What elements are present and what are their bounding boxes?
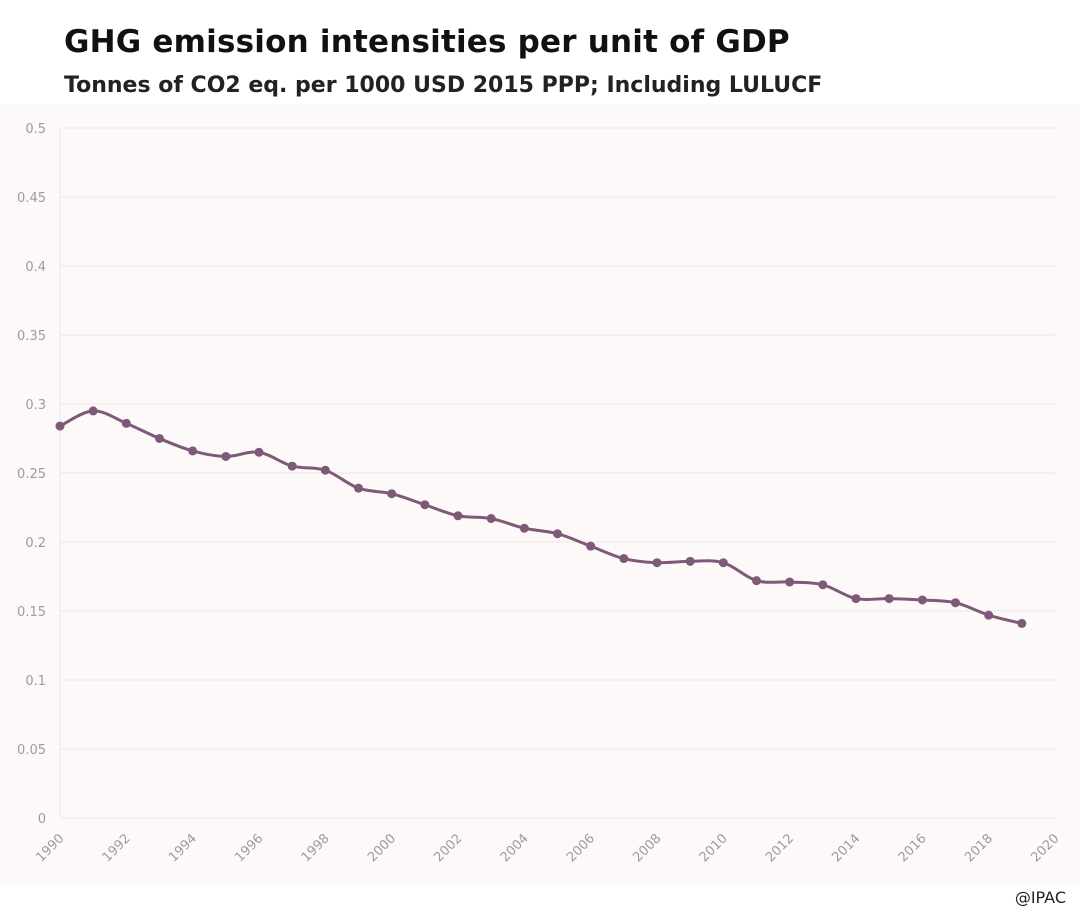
data-point-2019	[1017, 618, 1027, 628]
data-point-1994	[188, 446, 198, 456]
chart-subtitle: Tonnes of CO2 eq. per 1000 USD 2015 PPP;…	[64, 73, 823, 98]
x-tick-label: 2016	[896, 831, 930, 865]
data-point-1998	[320, 465, 330, 475]
x-tick-label: 2002	[431, 831, 465, 865]
series-layer	[55, 406, 1027, 628]
x-axis-ticks: 1990 1992 1994 1996 1998 2000 2002 2004 2006 2008…	[33, 831, 1062, 865]
data-point-1993	[155, 434, 164, 443]
y-tick-label: 0.35	[17, 329, 46, 344]
grid-lines	[59, 127, 1055, 819]
y-tick-label: 0.1	[25, 674, 46, 689]
data-point-2008	[652, 558, 662, 568]
data-point-2010	[718, 558, 728, 568]
data-point-2000	[387, 489, 397, 499]
x-tick-label: 2004	[498, 831, 532, 865]
data-point-2012	[785, 577, 795, 587]
data-point-2001	[420, 500, 430, 510]
data-point-2004	[519, 523, 529, 533]
data-point-2005	[553, 529, 562, 539]
y-tick-label: 0.4	[25, 260, 46, 275]
x-tick-label: 1996	[232, 831, 266, 865]
x-tick-label: 2018	[962, 831, 996, 865]
x-tick-label: 2020	[1028, 831, 1062, 865]
y-tick-label: 0	[38, 812, 46, 827]
y-tick-label: 0.5	[25, 122, 46, 137]
x-tick-label: 1998	[299, 831, 333, 865]
data-point-1995	[221, 451, 231, 461]
data-point-2018	[984, 610, 994, 620]
data-point-2014	[851, 594, 861, 604]
y-tick-label: 0.2	[25, 536, 46, 551]
y-tick-label: 0.45	[17, 191, 46, 206]
data-point-2016	[917, 595, 927, 605]
plot-background	[0, 104, 1080, 884]
data-point-2015	[884, 594, 894, 604]
series-line	[58, 409, 1024, 625]
data-point-1996	[254, 447, 264, 457]
data-point-1992	[121, 418, 131, 428]
data-point-2011	[752, 576, 761, 586]
data-point-2013	[818, 580, 828, 590]
y-tick-label: 0.3	[25, 398, 46, 413]
x-tick-label: 1990	[33, 831, 67, 865]
x-tick-label: 2000	[365, 831, 399, 865]
data-point-1990	[55, 421, 65, 431]
data-point-1997	[287, 461, 297, 471]
x-tick-label: 2014	[829, 831, 863, 865]
data-point-2017	[951, 598, 960, 608]
data-point-1999	[354, 483, 363, 493]
x-tick-label: 2010	[697, 831, 731, 865]
x-tick-label: 2006	[564, 831, 598, 865]
y-axis-ticks: 0 0.05 0.1 0.15 0.2 0.25 0.3 0.35 0.4 0.45 0.5	[17, 122, 46, 827]
x-tick-label: 2012	[763, 831, 797, 865]
chart-title: GHG emission intensities per unit of GDP	[64, 24, 790, 60]
source-credit: @IPAC	[1014, 888, 1066, 907]
x-tick-label: 2008	[630, 831, 664, 865]
data-point-2003	[486, 514, 496, 524]
data-point-2009	[685, 556, 695, 566]
data-point-2006	[586, 541, 596, 551]
data-point-1991	[88, 406, 98, 416]
data-point-2002	[453, 511, 463, 521]
x-tick-label: 1992	[100, 831, 134, 865]
y-tick-label: 0.25	[17, 467, 46, 482]
x-tick-label: 1994	[166, 831, 200, 865]
data-point-2007	[619, 554, 629, 564]
y-tick-label: 0.05	[17, 743, 46, 758]
y-tick-label: 0.15	[17, 605, 46, 620]
